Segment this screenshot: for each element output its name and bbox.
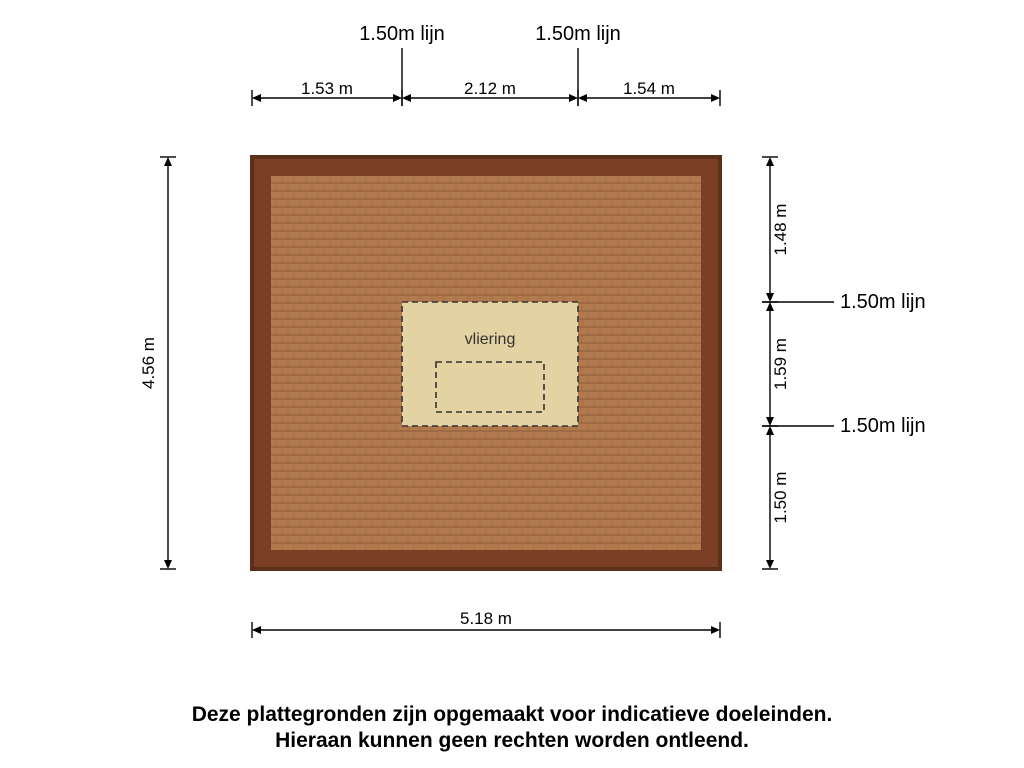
svg-text:1.50m lijn: 1.50m lijn: [840, 415, 926, 437]
svg-text:1.48 m: 1.48 m: [771, 204, 790, 256]
svg-text:4.56 m: 4.56 m: [139, 337, 158, 389]
svg-text:2.12 m: 2.12 m: [464, 79, 516, 98]
svg-text:1.50m lijn: 1.50m lijn: [535, 23, 621, 45]
disclaimer-line1: Deze plattegronden zijn opgemaakt voor i…: [192, 703, 833, 726]
svg-text:1.53 m: 1.53 m: [301, 79, 353, 98]
svg-text:1.50m lijn: 1.50m lijn: [840, 291, 926, 313]
svg-text:1.50m lijn: 1.50m lijn: [359, 23, 445, 45]
disclaimer-text: Deze plattegronden zijn opgemaakt voor i…: [0, 702, 1024, 755]
svg-text:vliering: vliering: [465, 331, 516, 348]
svg-text:1.59 m: 1.59 m: [771, 338, 790, 390]
disclaimer-line2: Hieraan kunnen geen rechten worden ontle…: [275, 729, 749, 752]
svg-text:1.50 m: 1.50 m: [771, 472, 790, 524]
svg-text:5.18 m: 5.18 m: [460, 609, 512, 628]
svg-text:1.54 m: 1.54 m: [623, 79, 675, 98]
floorplan-svg: vliering 1.50m lijn 1.50m lijn 1.53 m 2.12 m…: [0, 0, 1024, 768]
